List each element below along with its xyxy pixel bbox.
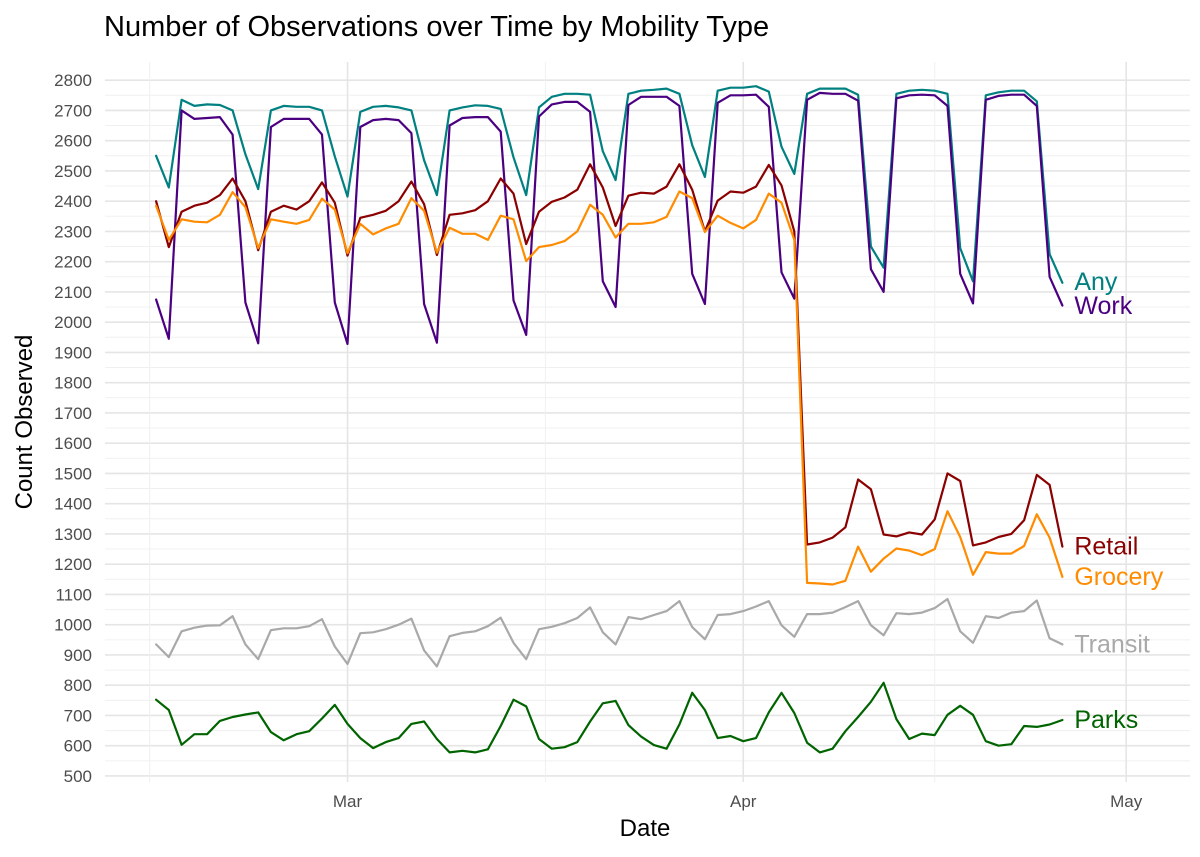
y-tick-label: 1300 (54, 525, 92, 544)
series-line-parks (155, 681, 1064, 754)
y-tick-label: 2500 (54, 162, 92, 181)
y-tick-label: 800 (64, 676, 92, 695)
series-label-transit: Transit (1074, 630, 1150, 658)
y-tick-label: 2700 (54, 101, 92, 120)
y-tick-label: 1700 (54, 404, 92, 423)
y-tick-label: 1900 (54, 343, 92, 362)
y-tick-label: 2300 (54, 222, 92, 241)
y-tick-label: 2800 (54, 71, 92, 90)
y-tick-label: 600 (64, 737, 92, 756)
series-lines (155, 85, 1064, 754)
series-line-retail (155, 163, 1064, 548)
y-tick-label: 1000 (54, 616, 92, 635)
y-tick-label: 1200 (54, 555, 92, 574)
chart-title: Number of Observations over Time by Mobi… (104, 11, 769, 43)
series-line-transit (155, 597, 1064, 668)
series-label-work: Work (1074, 292, 1132, 320)
y-tick-label: 2100 (54, 283, 92, 302)
y-tick-label: 900 (64, 646, 92, 665)
y-tick-label: 1600 (54, 434, 92, 453)
y-axis-ticks: 500 600 700 800 900 1000 1100 1200 1300 1400 1500 1… (54, 71, 92, 786)
y-axis-title: Count Observed (11, 335, 38, 510)
series-label-parks: Parks (1074, 706, 1138, 734)
x-tick-label: May (1110, 792, 1143, 811)
y-tick-label: 500 (64, 767, 92, 786)
y-tick-label: 2000 (54, 313, 92, 332)
grid-lines (105, 62, 1190, 782)
x-axis-title: Date (620, 815, 671, 842)
y-tick-label: 1400 (54, 495, 92, 514)
y-tick-label: 1500 (54, 464, 92, 483)
y-tick-label: 1800 (54, 374, 92, 393)
series-line-work (155, 91, 1064, 345)
y-tick-label: 2200 (54, 253, 92, 272)
series-line-grocery (155, 190, 1064, 586)
y-tick-label: 2400 (54, 192, 92, 211)
x-tick-label: Mar (333, 792, 363, 811)
x-tick-label: Apr (730, 792, 757, 811)
series-label-grocery: Grocery (1074, 563, 1163, 591)
y-tick-label: 1100 (55, 585, 92, 604)
x-axis-ticks: Mar Apr May (333, 792, 1143, 811)
series-line-any (155, 85, 1064, 284)
y-tick-label: 2600 (54, 132, 92, 151)
series-label-any: Any (1074, 268, 1118, 296)
y-tick-label: 700 (64, 706, 92, 725)
series-label-retail: Retail (1074, 533, 1138, 561)
